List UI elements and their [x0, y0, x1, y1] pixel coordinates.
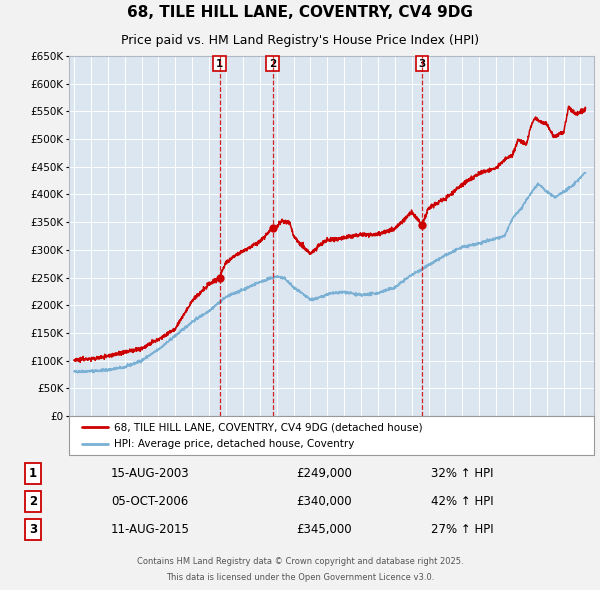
Text: Contains HM Land Registry data © Crown copyright and database right 2025.: Contains HM Land Registry data © Crown c… [137, 557, 463, 566]
Text: This data is licensed under the Open Government Licence v3.0.: This data is licensed under the Open Gov… [166, 573, 434, 582]
Text: 1: 1 [216, 59, 223, 69]
Text: 2: 2 [29, 495, 37, 508]
Text: Price paid vs. HM Land Registry's House Price Index (HPI): Price paid vs. HM Land Registry's House … [121, 34, 479, 47]
Text: 3: 3 [29, 523, 37, 536]
Text: 42% ↑ HPI: 42% ↑ HPI [431, 495, 493, 508]
Text: 1: 1 [29, 467, 37, 480]
Text: 68, TILE HILL LANE, COVENTRY, CV4 9DG (detached house): 68, TILE HILL LANE, COVENTRY, CV4 9DG (d… [113, 422, 422, 432]
Text: £249,000: £249,000 [296, 467, 352, 480]
Text: 11-AUG-2015: 11-AUG-2015 [110, 523, 190, 536]
Text: HPI: Average price, detached house, Coventry: HPI: Average price, detached house, Cove… [113, 440, 354, 450]
Text: 3: 3 [418, 59, 425, 69]
Text: £345,000: £345,000 [296, 523, 352, 536]
Text: 32% ↑ HPI: 32% ↑ HPI [431, 467, 493, 480]
Text: 05-OCT-2006: 05-OCT-2006 [112, 495, 188, 508]
Text: £340,000: £340,000 [296, 495, 352, 508]
Text: 68, TILE HILL LANE, COVENTRY, CV4 9DG: 68, TILE HILL LANE, COVENTRY, CV4 9DG [127, 5, 473, 20]
Text: 2: 2 [269, 59, 276, 69]
Text: 27% ↑ HPI: 27% ↑ HPI [431, 523, 493, 536]
Text: 15-AUG-2003: 15-AUG-2003 [110, 467, 190, 480]
FancyBboxPatch shape [69, 416, 594, 455]
